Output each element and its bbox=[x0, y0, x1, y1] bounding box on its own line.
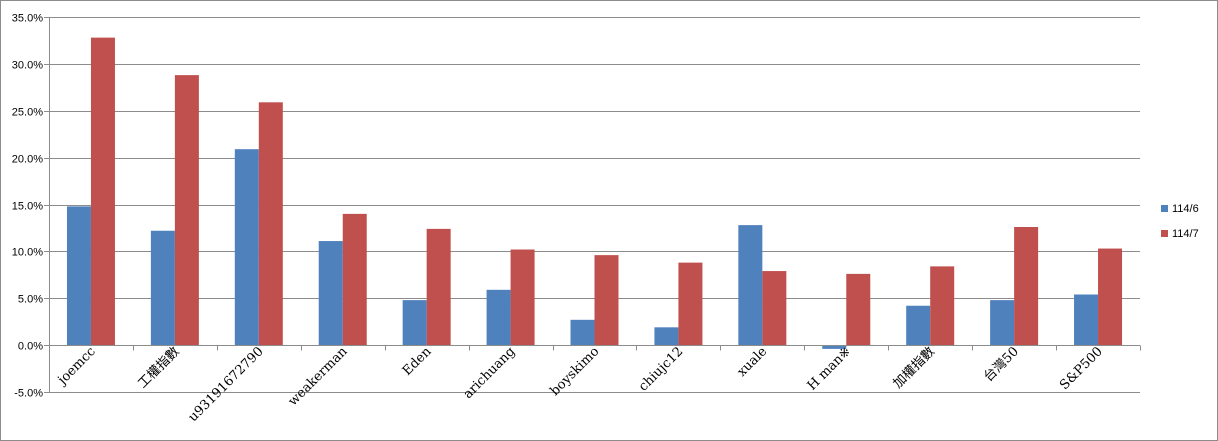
x-tick-label: 台灣50 bbox=[981, 344, 1022, 385]
bar-series-1 bbox=[654, 327, 679, 346]
bar-series-1 bbox=[150, 230, 175, 346]
x-tick-label: xuale bbox=[735, 344, 771, 380]
bar-series-1 bbox=[570, 319, 595, 346]
x-tick-label: u93191672790 bbox=[186, 344, 267, 425]
y-tick-label: 20.0% bbox=[12, 154, 43, 166]
x-tick-label: 加權指數 bbox=[891, 344, 938, 391]
bar-series-2 bbox=[594, 255, 619, 346]
bar-series-1 bbox=[234, 149, 259, 346]
bars bbox=[66, 37, 1123, 349]
bar-series-1 bbox=[486, 289, 511, 346]
legend-swatch bbox=[1161, 205, 1168, 212]
bar-series-1 bbox=[990, 300, 1015, 346]
bar-series-2 bbox=[1014, 227, 1039, 346]
legend-swatch bbox=[1161, 230, 1168, 237]
y-tick-label: -5.0% bbox=[14, 388, 43, 400]
x-tick-label: joemcc bbox=[54, 344, 99, 389]
x-axis-tick-labels: joemcc 工權指數 u93191672790 weakerman Eden arich… bbox=[54, 344, 1141, 425]
bar-series-2 bbox=[510, 249, 535, 346]
x-tick-label: chiujc12 bbox=[636, 344, 686, 394]
bar-series-2 bbox=[762, 271, 787, 346]
y-tick-label: 15.0% bbox=[12, 201, 43, 213]
bar-series-1 bbox=[318, 241, 343, 346]
x-tick-label: S&P500 bbox=[1057, 344, 1106, 393]
y-tick-label: 10.0% bbox=[12, 247, 43, 259]
x-tick-label: Eden bbox=[400, 344, 435, 379]
bar-series-2 bbox=[1098, 248, 1123, 346]
y-tick-label: 35.0% bbox=[12, 13, 43, 25]
y-tick-label: 0.0% bbox=[18, 341, 43, 353]
bar-series-2 bbox=[930, 266, 955, 346]
bar-series-1 bbox=[906, 305, 931, 346]
legend-label: 114/7 bbox=[1172, 228, 1199, 240]
legend-label: 114/6 bbox=[1172, 203, 1199, 215]
y-axis-tick-labels: -5.0% 0.0% 5.0% 10.0% 15.0% 20.0% 25.0% 30.0% 35… bbox=[12, 13, 43, 400]
bar-series-2 bbox=[678, 262, 703, 346]
bar-series-1 bbox=[822, 345, 847, 349]
bar-series-2 bbox=[426, 228, 451, 346]
bar-series-2 bbox=[90, 37, 115, 346]
bar-series-2 bbox=[342, 213, 367, 346]
y-tick-label: 25.0% bbox=[12, 107, 43, 119]
x-tick-label: 工權指數 bbox=[135, 344, 182, 391]
legend: 114/6 114/7 bbox=[1161, 203, 1199, 240]
bar-series-2 bbox=[846, 273, 871, 346]
bar-series-1 bbox=[738, 225, 763, 346]
x-tick-label: arichuang bbox=[461, 344, 519, 402]
y-tick-label: 30.0% bbox=[12, 60, 43, 72]
bar-series-2 bbox=[258, 102, 283, 346]
bar-series-2 bbox=[174, 75, 199, 346]
x-tick-label: H man※ bbox=[805, 344, 854, 393]
bar-series-1 bbox=[1074, 294, 1099, 346]
x-tick-label: boyskimo bbox=[548, 344, 603, 399]
x-tick-label: weakerman bbox=[286, 344, 351, 409]
bar-series-1 bbox=[402, 300, 427, 346]
bar-series-1 bbox=[66, 206, 91, 346]
y-tick-label: 5.0% bbox=[18, 294, 43, 306]
